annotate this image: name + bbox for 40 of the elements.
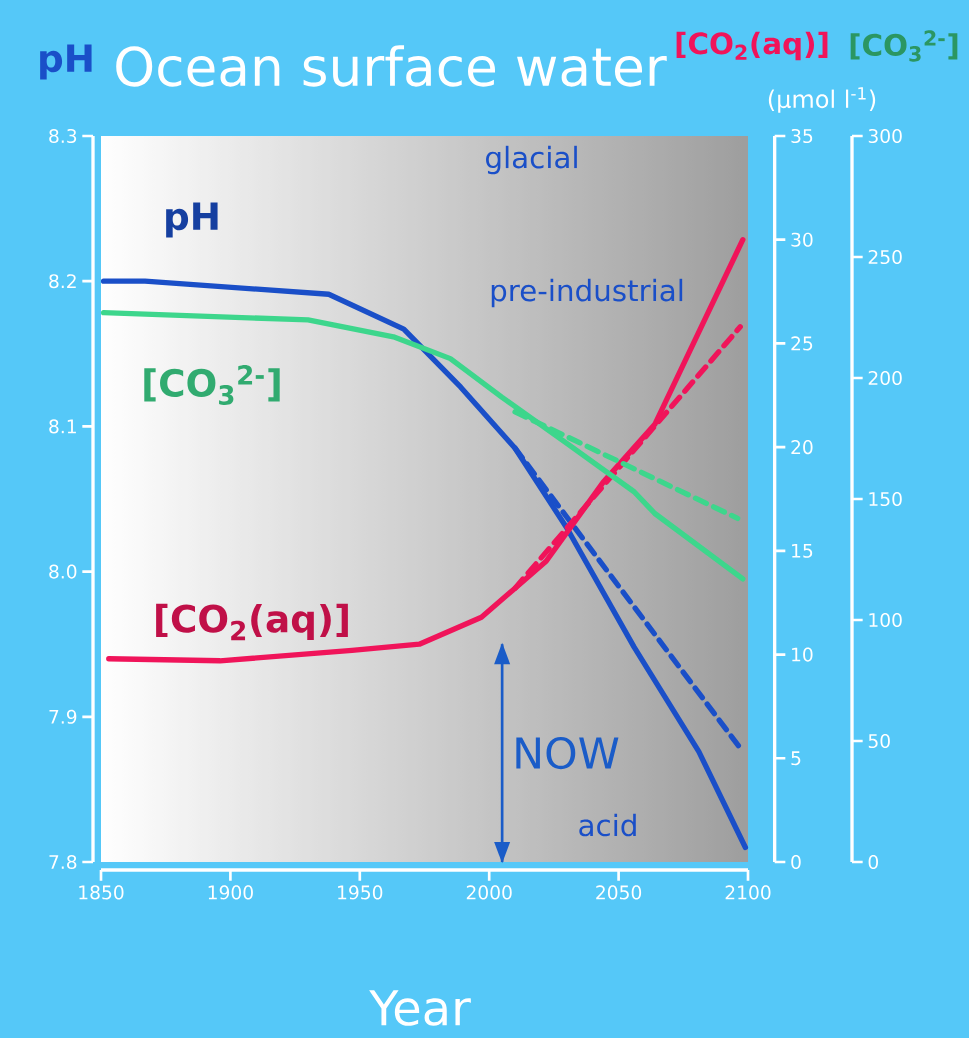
annotation: glacial [486, 145, 577, 175]
y3-tick-label: 300 [868, 128, 902, 144]
y3-tick-label: 250 [868, 249, 902, 265]
y-axis-title: pH [40, 44, 92, 80]
y2-tick-label: 5 [791, 751, 801, 766]
series-label: pH [166, 202, 218, 238]
y2-tick-label: 25 [791, 336, 813, 351]
x-tick-label: 2050 [596, 885, 642, 900]
x-tick-label: 1900 [208, 885, 253, 900]
y3-tick-label: 100 [869, 612, 902, 628]
x-axis-title: Year [369, 990, 471, 1026]
y3-axis-title: [CO$_{3}$$^{2-}$] [850, 30, 958, 62]
text: (µmol l$^{-1}$) [768, 87, 876, 113]
y2-tick-label: 0 [791, 854, 801, 870]
series-label: [CO$_{3}$$^{2-}$] [144, 365, 280, 405]
ref-line-label: NOW [516, 736, 619, 770]
y3-tick-label: 50 [868, 733, 890, 749]
y2-tick-label: 15 [792, 543, 813, 558]
y3-tick-label: 150 [869, 491, 902, 507]
y2-axis-title: [CO$_{2}$(aq)] [676, 31, 828, 61]
x-tick-label: 1850 [79, 885, 124, 900]
annotation: pre-industrial [491, 278, 683, 308]
y3-tick-label: 0 [868, 854, 879, 870]
y-tick-label: 7.8 [49, 854, 77, 870]
x-tick-label: 2000 [466, 885, 512, 900]
x-tick-label: 1950 [338, 885, 383, 900]
y-tick-label: 8.0 [49, 564, 77, 579]
chart-title: Ocean surface water [116, 45, 667, 87]
y-tick-label: 8.1 [49, 419, 76, 434]
y3-tick-label: 200 [868, 370, 902, 386]
y2-tick-label: 20 [791, 440, 813, 455]
y-tick-label: 8.3 [49, 128, 77, 144]
x-tick-label: 2100 [725, 885, 771, 900]
y-tick-label: 7.9 [49, 709, 77, 724]
y2-tick-label: 35 [791, 128, 813, 144]
y-tick-label: 8.2 [49, 274, 76, 289]
y2-tick-label: 10 [792, 647, 813, 662]
annotation: acid [579, 813, 636, 837]
y2-tick-label: 30 [791, 232, 813, 247]
series-label: [CO$_{2}$(aq)] [156, 603, 348, 641]
